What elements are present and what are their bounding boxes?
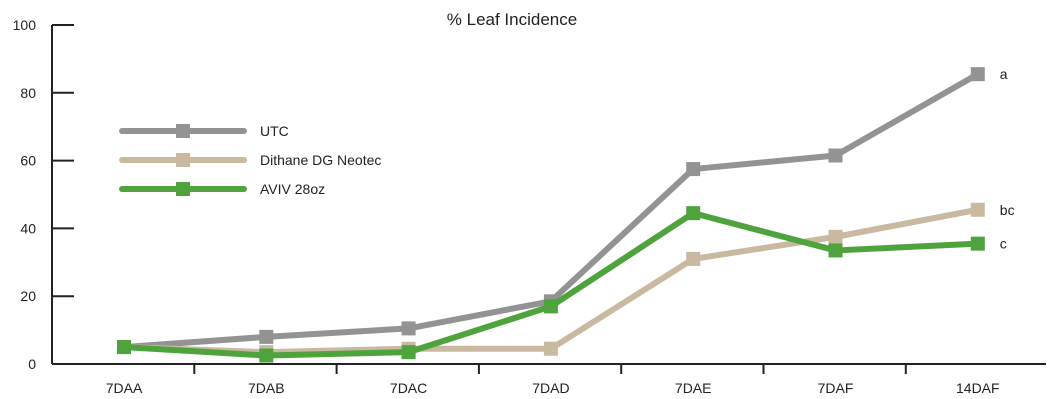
axes: 0 20 40 60 80 100 7DAA 7DAB 7DAC 7DAD 7DAE 7DAF 14DA… — [13, 17, 1046, 396]
data-point — [970, 202, 985, 217]
x-tick-label: 7DAF — [818, 380, 854, 396]
y-tick-label: 60 — [20, 153, 36, 169]
data-point — [686, 206, 701, 221]
legend-marker — [176, 182, 190, 196]
data-point — [828, 229, 843, 244]
data-point — [970, 236, 985, 251]
chart-title: % Leaf Incidence — [447, 10, 577, 29]
data-point — [686, 162, 701, 177]
data-point — [543, 299, 558, 314]
series-group: c — [117, 206, 1007, 363]
y-tick-label: 100 — [13, 17, 37, 33]
series-line — [121, 206, 981, 356]
y-tick-label: 40 — [20, 220, 36, 236]
data-point — [401, 321, 416, 336]
y-tick-label: 20 — [20, 288, 36, 304]
data-point — [828, 148, 843, 163]
series-layer: a bc c — [117, 66, 1015, 363]
data-point — [401, 345, 416, 360]
data-point — [686, 251, 701, 266]
data-point — [543, 341, 558, 356]
y-tick-label: 0 — [28, 356, 36, 372]
legend-item: Dithane DG Neotec — [119, 152, 381, 168]
significance-label: a — [1000, 66, 1008, 82]
data-point — [117, 340, 131, 355]
x-tick-label: 7DAA — [106, 380, 143, 396]
legend-marker — [176, 153, 190, 167]
significance-label: c — [1000, 236, 1007, 252]
x-tick-label: 14DAF — [956, 380, 1000, 396]
legend-item: AVIV 28oz — [119, 181, 325, 197]
legend-label: AVIV 28oz — [260, 181, 325, 197]
legend-label: Dithane DG Neotec — [260, 152, 381, 168]
legend: UTC Dithane DG Neotec AVIV 28oz — [119, 123, 381, 197]
series-group: a — [117, 66, 1008, 355]
data-point — [259, 348, 274, 363]
legend-item: UTC — [119, 123, 289, 139]
data-point — [828, 243, 843, 258]
x-tick-label: 7DAB — [248, 380, 285, 396]
data-point — [970, 67, 985, 82]
x-tick-label: 7DAC — [390, 380, 427, 396]
significance-label: bc — [1000, 202, 1015, 218]
x-tick-label: 7DAE — [675, 380, 712, 396]
legend-marker — [176, 124, 190, 138]
legend-label: UTC — [260, 123, 289, 139]
y-tick-label: 80 — [20, 85, 36, 101]
x-tick-label: 7DAD — [532, 380, 569, 396]
data-point — [259, 329, 274, 344]
